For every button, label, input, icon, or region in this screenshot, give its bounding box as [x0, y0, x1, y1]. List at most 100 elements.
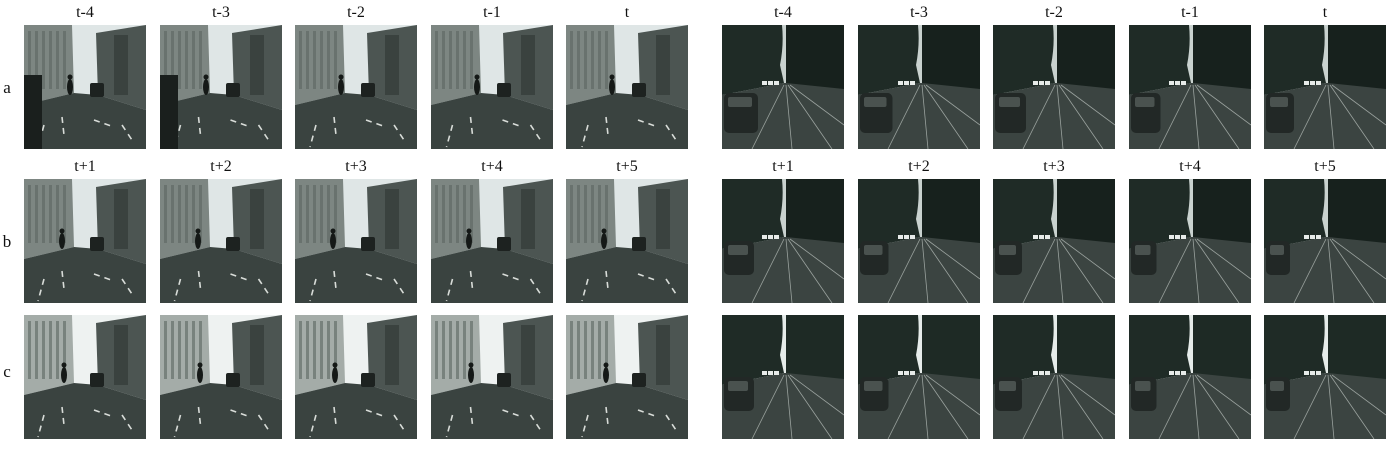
- vehicle: [226, 373, 240, 387]
- left-trees: [1264, 179, 1326, 249]
- lane-marking: [309, 278, 317, 302]
- cyclist: [474, 79, 480, 95]
- distant-car: [898, 81, 903, 85]
- distant-car: [774, 371, 779, 375]
- distant-car: [1045, 81, 1050, 85]
- lane-line: [1194, 84, 1240, 149]
- tree-lined-road-with-cars-image: [1264, 315, 1386, 439]
- video-frame-city-street-with-cyclist: [295, 315, 417, 439]
- right-trees: [1328, 25, 1386, 89]
- frame-time-label: t+3: [1043, 158, 1065, 175]
- lane-marking: [502, 119, 523, 128]
- video-frame-city-street-with-cyclist: [566, 25, 688, 149]
- distant-car: [1033, 235, 1038, 239]
- video-frame-city-street-with-cyclist: [24, 315, 146, 439]
- city-street-with-cyclist-image: [160, 315, 282, 439]
- video-frame-tree-lined-road-with-cars: [1264, 315, 1386, 439]
- tree-lined-road-with-cars-image: [858, 25, 980, 149]
- road: [566, 247, 688, 303]
- video-frame-tree-lined-road-with-cars: [993, 315, 1115, 439]
- lane-marking: [309, 414, 317, 438]
- lane-marking: [93, 273, 115, 282]
- distant-car: [1169, 371, 1174, 375]
- lane-marking: [257, 414, 272, 434]
- frame-time-label: t+1: [74, 158, 96, 175]
- cyclist: [59, 233, 65, 249]
- city-street-with-cyclist-image: [24, 315, 146, 439]
- distant-car: [1181, 371, 1186, 375]
- video-frame-city-street-with-cyclist: [295, 179, 417, 303]
- cyclist: [603, 367, 609, 383]
- lane-marking: [393, 414, 407, 434]
- lane-line: [1056, 374, 1064, 439]
- left-trees: [1129, 25, 1191, 95]
- lane-line: [751, 84, 785, 149]
- lane-marking: [581, 414, 589, 438]
- road: [431, 247, 553, 303]
- right-trees: [1057, 25, 1115, 89]
- left-trees: [722, 315, 784, 385]
- tree-lined-road-with-cars-image: [1129, 25, 1251, 149]
- right-trees: [1193, 25, 1251, 89]
- left-trees: [1129, 179, 1191, 249]
- road: [993, 237, 1115, 303]
- road: [1129, 373, 1251, 439]
- lane-marking: [529, 278, 544, 298]
- distant-car: [910, 371, 915, 375]
- lane-line: [1329, 238, 1375, 303]
- tree-lined-road-with-cars-image: [722, 179, 844, 303]
- distant-car: [1181, 81, 1186, 85]
- tree-lined-road-with-cars-image: [858, 179, 980, 303]
- cyclist: [195, 233, 201, 249]
- right-trees: [1193, 179, 1251, 243]
- city-street-with-cyclist-image: [566, 25, 688, 149]
- right-trees: [1193, 315, 1251, 379]
- video-frame-tree-lined-road-with-cars: [1264, 25, 1386, 149]
- distant-car: [904, 371, 909, 375]
- lane-line: [1327, 374, 1335, 439]
- distant-car: [898, 235, 903, 239]
- city-street-with-cyclist-image: [431, 25, 553, 149]
- lane-line: [1158, 374, 1192, 439]
- tree-lined-road-with-cars-image: [1129, 315, 1251, 439]
- city-street-with-cyclist-image: [160, 179, 282, 303]
- cyclist: [332, 367, 338, 383]
- lane-line: [1196, 84, 1251, 126]
- video-frame-city-street-with-cyclist: [431, 315, 553, 439]
- video-frame-city-street-with-cyclist: [24, 179, 146, 303]
- lane-line: [1327, 238, 1335, 303]
- lane-line: [887, 84, 921, 149]
- lane-line: [925, 84, 980, 126]
- distant-car: [1310, 371, 1315, 375]
- row-label: c: [3, 362, 11, 381]
- city-street-with-cyclist-image: [566, 179, 688, 303]
- lane-line: [1060, 374, 1115, 416]
- row-label: a: [3, 78, 11, 97]
- road: [1264, 373, 1386, 439]
- lane-line: [1331, 238, 1386, 280]
- left-trees: [858, 25, 920, 95]
- frame-time-label: t: [624, 4, 630, 21]
- row-label: b: [2, 232, 12, 251]
- frame-time-label: t-3: [212, 4, 230, 21]
- lane-marking: [93, 409, 115, 418]
- distant-car: [768, 81, 773, 85]
- video-frame-tree-lined-road-with-cars: [1129, 25, 1251, 149]
- lane-line: [1060, 84, 1115, 126]
- frame-time-label: t-1: [1181, 4, 1199, 21]
- video-frame-city-street-with-cyclist: [24, 25, 146, 149]
- lane-marking: [665, 124, 679, 144]
- frame-time-label: t+4: [481, 158, 503, 175]
- lane-marking: [469, 270, 474, 290]
- tree-lined-road-with-cars-image: [722, 25, 844, 149]
- video-frame-tree-lined-road-with-cars: [858, 179, 980, 303]
- lane-marking: [197, 406, 202, 426]
- road: [295, 93, 417, 149]
- lane-line: [923, 84, 969, 149]
- city-street-with-cyclist-image: [431, 315, 553, 439]
- lane-marking: [605, 116, 609, 136]
- video-frame-tree-lined-road-with-cars: [1129, 315, 1251, 439]
- city-street-with-cyclist-image: [295, 315, 417, 439]
- left-trees: [722, 25, 784, 95]
